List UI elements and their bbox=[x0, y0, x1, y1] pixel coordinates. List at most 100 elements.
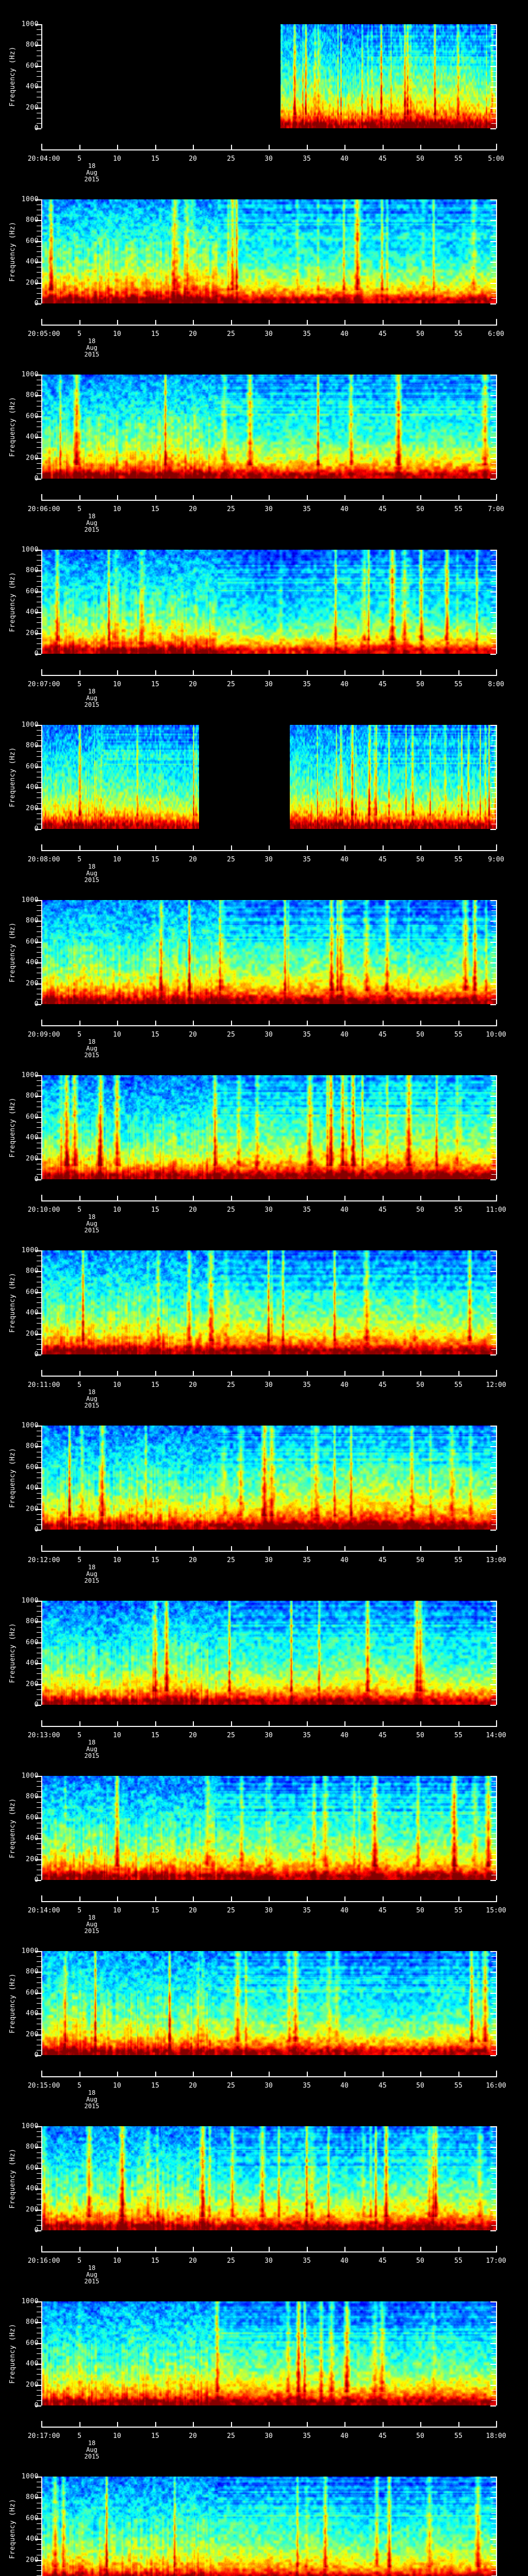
x-axis-tick bbox=[155, 845, 156, 850]
date-line: 18 bbox=[88, 2439, 96, 2447]
y-axis-tick-right bbox=[491, 2029, 496, 2030]
y-axis-minor-tick bbox=[37, 1854, 41, 1855]
y-axis-tick-right bbox=[490, 2147, 496, 2148]
x-axis-tick-label: 20 bbox=[189, 1381, 197, 1389]
spectrogram-panel: Frequency (Hz) 0 200 400 600 800 1000 20:04:00 5… bbox=[0, 0, 528, 183]
x-axis-tick bbox=[496, 1895, 497, 1901]
plot-area bbox=[42, 375, 496, 479]
y-axis-tick-right bbox=[491, 442, 496, 443]
x-axis-tick-label: 20 bbox=[189, 1031, 197, 1039]
date-line: 18 bbox=[88, 688, 96, 695]
y-axis-tick-right bbox=[490, 633, 496, 634]
x-axis-tick bbox=[344, 1021, 345, 1025]
y-axis-tick-label: 800 bbox=[26, 1092, 39, 1100]
x-axis-tick bbox=[269, 320, 270, 325]
x-axis-tick bbox=[344, 1721, 345, 1726]
x-axis-tick-label: 15 bbox=[151, 1206, 159, 1214]
y-axis-tick-label: 400 bbox=[26, 433, 39, 441]
y-axis-tick-right bbox=[491, 272, 496, 273]
x-axis-tick-label: 10 bbox=[113, 681, 121, 688]
x-axis-tick bbox=[269, 2422, 270, 2427]
x-axis-tick bbox=[155, 1021, 156, 1025]
y-axis-minor-tick bbox=[37, 71, 41, 72]
date-stack: 18 Aug 2015 bbox=[76, 338, 107, 358]
y-axis-minor-tick bbox=[37, 628, 41, 629]
x-axis-tick bbox=[496, 844, 497, 850]
y-axis-right bbox=[490, 1601, 497, 1706]
y-axis-tick-right bbox=[491, 638, 496, 639]
y-axis-major-tick bbox=[36, 199, 41, 200]
x-axis-tick bbox=[496, 494, 497, 500]
x-axis-tick-label: 15 bbox=[151, 2432, 159, 2440]
y-axis-tick-right bbox=[490, 941, 496, 943]
y-axis-tick-right bbox=[491, 2183, 496, 2184]
y-axis-tick-right bbox=[490, 829, 496, 830]
x-axis-tick bbox=[496, 1720, 497, 1726]
y-axis-tick-right bbox=[490, 1530, 496, 1531]
x-axis-tick bbox=[79, 1371, 80, 1376]
y-axis-tick-right bbox=[490, 2013, 496, 2015]
y-axis-tick-right bbox=[490, 2497, 496, 2499]
x-axis-tick bbox=[79, 1546, 80, 1551]
y-axis-tick-label: 800 bbox=[26, 2143, 39, 2151]
x-axis-tick-label: 15 bbox=[151, 2082, 159, 2090]
x-axis-tick bbox=[193, 1021, 194, 1025]
y-axis-major-tick bbox=[36, 1446, 41, 1448]
y-axis-tick-right bbox=[491, 1101, 496, 1102]
y-axis-minor-tick bbox=[37, 1812, 41, 1813]
y-axis-tick-right bbox=[490, 395, 496, 397]
x-axis-tick bbox=[496, 2246, 497, 2251]
x-axis-tick bbox=[269, 2247, 270, 2251]
y-axis-tick-right bbox=[491, 2389, 496, 2391]
x-axis-tick bbox=[231, 670, 232, 675]
y-axis-minor-tick bbox=[37, 803, 41, 804]
y-axis-tick-right bbox=[491, 2008, 496, 2009]
spectrogram-panel: Frequency (Hz) 0 200 400 600 800 1000 20:12:00 5… bbox=[0, 1401, 528, 1584]
y-axis-major-tick bbox=[36, 2034, 41, 2036]
x-axis-tick bbox=[458, 845, 459, 850]
y-axis-tick-label: 0 bbox=[34, 299, 39, 308]
y-axis-major-tick bbox=[36, 570, 41, 572]
x-axis-start-label: 20:08:00 bbox=[27, 856, 60, 863]
x-axis-tick bbox=[117, 2422, 118, 2427]
y-axis-tick-label: 200 bbox=[26, 1155, 39, 1163]
y-axis-tick-right bbox=[490, 1116, 496, 1118]
y-axis-minor-tick bbox=[37, 1297, 41, 1298]
y-axis-tick-right bbox=[491, 411, 496, 412]
y-axis-tick-right bbox=[491, 756, 496, 757]
y-axis-tick-label: 1000 bbox=[21, 370, 39, 379]
y-axis-tick-right bbox=[490, 1951, 496, 1952]
y-axis: 0 200 400 600 800 1000 bbox=[22, 1072, 42, 1183]
x-axis-tick bbox=[307, 1546, 308, 1551]
date-line: 2015 bbox=[84, 526, 100, 533]
y-axis-tick-right bbox=[491, 1679, 496, 1680]
x-axis-tick bbox=[307, 1721, 308, 1726]
y-axis-tick-right bbox=[491, 622, 496, 623]
y-axis-tick-right bbox=[490, 241, 496, 242]
x-axis-tick-label: 55 bbox=[454, 1031, 463, 1039]
x-axis-tick-label: 30 bbox=[265, 1206, 273, 1214]
y-axis-major-tick bbox=[36, 107, 41, 109]
x-axis-tick-label: 40 bbox=[340, 1556, 349, 1564]
y-axis-right bbox=[490, 199, 497, 304]
y-axis-tick-right bbox=[491, 2374, 496, 2375]
x-axis-tick bbox=[383, 670, 384, 675]
y-axis-tick-label: 1000 bbox=[21, 1421, 39, 1430]
y-axis-tick-label: 200 bbox=[26, 279, 39, 287]
x-axis-tick bbox=[269, 670, 270, 675]
y-axis-tick-right bbox=[491, 2507, 496, 2509]
y-axis-tick-label: 600 bbox=[26, 2164, 39, 2172]
x-axis-tick-label: 10 bbox=[113, 1556, 121, 1564]
x-axis-tick bbox=[231, 1721, 232, 1726]
y-axis-tick-right bbox=[491, 740, 496, 741]
x-axis-tick bbox=[420, 2422, 421, 2427]
x-axis-tick bbox=[307, 2422, 308, 2427]
x-axis-tick bbox=[420, 1196, 421, 1200]
spectrogram-panel: Frequency (Hz) 0 200 400 600 800 1000 20:09:00 5… bbox=[0, 876, 528, 1059]
x-axis-tick-label: 50 bbox=[416, 505, 424, 513]
y-axis-major-tick bbox=[36, 1797, 41, 1798]
y-axis: 0 200 400 600 800 1000 bbox=[22, 1422, 42, 1533]
x-axis-tick bbox=[269, 495, 270, 500]
y-axis-tick-right bbox=[491, 1168, 496, 1170]
x-axis-tick bbox=[193, 1721, 194, 1726]
